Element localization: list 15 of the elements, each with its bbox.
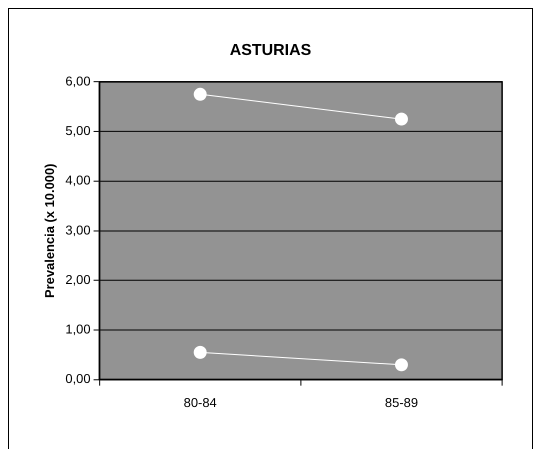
y-tick-label: 2,00: [65, 272, 91, 287]
chart-title: ASTURIAS: [230, 42, 312, 59]
y-axis-title: Prevalencia (x 10.000): [42, 164, 58, 298]
x-tick-label: 85-89: [384, 394, 418, 410]
point: [194, 88, 207, 101]
y-tick-label: 6,00: [65, 73, 91, 88]
x-tick-label: 80-84: [184, 394, 217, 410]
point: [394, 358, 408, 372]
y-tick-label: 1,00: [65, 322, 91, 337]
y-tick-label: 3,00: [65, 222, 91, 238]
y-tick-label: 0,00: [65, 371, 91, 386]
point: [194, 346, 207, 359]
point: [394, 112, 408, 126]
y-tick-label: 4,00: [65, 172, 91, 188]
y-tick-label: 5,00: [65, 123, 91, 138]
